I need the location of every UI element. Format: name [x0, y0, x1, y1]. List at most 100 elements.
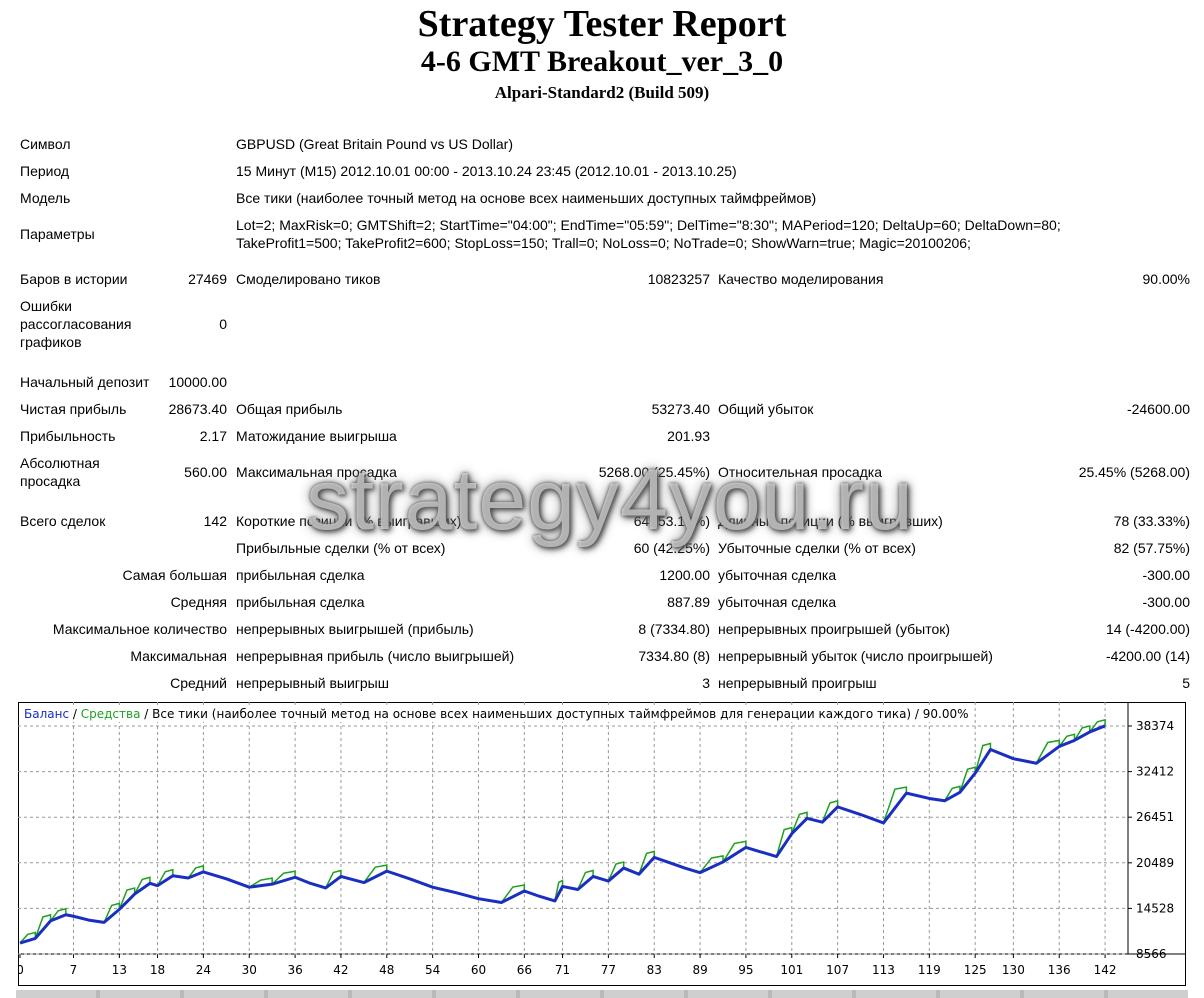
total-trades-value: 142 [203, 513, 227, 529]
y-tick-label: 26451 [1136, 810, 1174, 824]
errors-value: 0 [219, 316, 227, 332]
rel-drawdown-label: Относительная просадка [718, 464, 882, 480]
x-tick-label: 60 [471, 963, 486, 977]
profit-trades-label: Прибыльные сделки (% от всех) [236, 540, 446, 556]
x-tick-label: 7 [70, 963, 78, 977]
largest-profit-label: прибыльная сделка [236, 567, 365, 583]
largest-profit-value: 1200.00 [659, 567, 710, 583]
x-tick-label: 77 [601, 963, 616, 977]
period-label: Период [20, 163, 70, 179]
x-tick-label: 89 [692, 963, 707, 977]
errors-label: Ошибки рассогласования графиков [20, 298, 132, 350]
x-tick-label: 54 [425, 963, 440, 977]
quality-value: 90.00% [1142, 271, 1190, 287]
maximal-loss-value: -4200.00 (14) [1105, 648, 1190, 664]
long-positions-label: Длинные позиции (% выигравших) [718, 513, 943, 529]
balance-chart: 0 7 13 18 24 30 36 42 48 54 60 66 71 77 83 89 95 101 107 11… [18, 702, 1186, 986]
chart-caption: Баланс / Средства / Все тики (наиболее т… [24, 706, 969, 722]
average-loss-label: убыточная сделка [718, 594, 837, 610]
balance-chart-svg: 0 7 13 18 24 30 36 42 48 54 60 66 71 77 83 89 95 101 107 11… [18, 702, 1186, 986]
x-tick-label: 24 [196, 963, 211, 977]
symbol-value: GBPUSD (Great Britain Pound vs US Dollar… [236, 136, 513, 152]
profit-trades-value: 60 (42.25%) [633, 540, 710, 556]
bars-value: 27469 [188, 271, 227, 287]
x-tick-label: 113 [872, 963, 895, 977]
gross-profit-label: Общая прибыль [236, 401, 343, 417]
legend-description: / Все тики (наиболее точный метод на осн… [140, 707, 969, 721]
x-tick-label: 36 [287, 963, 302, 977]
largest-loss-value: -300.00 [1142, 567, 1190, 583]
model-label: Модель [20, 190, 71, 206]
max-count-wins-label: непрерывных выигрышей (прибыль) [236, 621, 474, 637]
symbol-label: Символ [20, 136, 71, 152]
y-tick-label: 38374 [1136, 719, 1174, 733]
server-build: Alpari-Standard2 (Build 509) [494, 83, 710, 102]
x-tick-label: 48 [379, 963, 394, 977]
params-line-2: TakeProfit1=500; TakeProfit2=600; StopLo… [236, 235, 971, 251]
abs-drawdown-value: 560.00 [184, 464, 227, 480]
avg-consecutive-losses-value: 5 [1182, 675, 1190, 691]
avg-consecutive-label: Средний [170, 675, 227, 691]
average-profit-label: прибыльная сделка [236, 594, 365, 610]
params-label: Параметры [20, 226, 95, 242]
short-positions-value: 64 (53.13%) [633, 513, 710, 529]
maximal-profit-label: непрерывная прибыль (число выигрышей) [236, 648, 515, 664]
abs-drawdown-label: Абсолютная просадка [20, 455, 100, 489]
profit-factor-label: Прибыльность [20, 428, 116, 444]
x-tick-label: 30 [242, 963, 257, 977]
x-tick-label: 0 [18, 963, 24, 977]
expert-name: 4-6 GMT Breakout_ver_3_0 [420, 45, 784, 78]
deposit-value: 10000.00 [168, 374, 227, 390]
legend-separator: / [69, 707, 81, 721]
long-positions-value: 78 (33.33%) [1113, 513, 1190, 529]
gross-loss-label: Общий убыток [718, 401, 814, 417]
params-line-1: Lot=2; MaxRisk=0; GMTShift=2; StartTime=… [236, 217, 1061, 233]
loss-trades-value: 82 (57.75%) [1113, 540, 1190, 556]
avg-consecutive-wins-value: 3 [702, 675, 710, 691]
rel-drawdown-value: 25.45% (5268.00) [1078, 464, 1190, 480]
y-tick-label: 8566 [1136, 947, 1167, 961]
chart-frame [18, 702, 1186, 986]
gross-loss-value: -24600.00 [1126, 401, 1190, 417]
ticks-label: Смоделировано тиков [236, 271, 381, 287]
profit-factor-value: 2.17 [199, 428, 227, 444]
total-trades-label: Всего сделок [20, 513, 106, 529]
legend-equity: Средства [80, 707, 141, 721]
average-loss-value: -300.00 [1142, 594, 1190, 610]
max-count-wins-value: 8 (7334.80) [638, 621, 710, 637]
avg-consecutive-wins-label: непрерывный выигрыш [236, 675, 389, 691]
average-profit-value: 887.89 [667, 594, 710, 610]
report-title: Strategy Tester Report [417, 3, 787, 45]
quality-label: Качество моделирования [718, 271, 884, 287]
deposit-label: Начальный депозит [20, 374, 150, 390]
bars-label: Баров в истории [20, 271, 128, 287]
max-count-losses-value: 14 (-4200.00) [1105, 621, 1190, 637]
x-tick-label: 13 [112, 963, 127, 977]
y-tick-label: 32412 [1136, 765, 1174, 779]
x-tick-label: 142 [1094, 963, 1117, 977]
short-positions-label: Короткие позиции (% выигравших) [236, 513, 462, 529]
x-tick-label: 66 [517, 963, 532, 977]
legend-balance: Баланс [24, 707, 70, 721]
period-value: 15 Минут (M15) 2012.10.01 00:00 - 2013.1… [236, 163, 737, 179]
largest-loss-label: убыточная сделка [718, 567, 837, 583]
net-profit-value: 28673.40 [168, 401, 227, 417]
max-count-losses-label: непрерывных проигрышей (убыток) [718, 621, 951, 637]
x-tick-label: 130 [1002, 963, 1025, 977]
max-drawdown-label: Максимальная просадка [236, 464, 397, 480]
ticks-value: 10823257 [647, 271, 710, 287]
net-profit-label: Чистая прибыль [20, 401, 127, 417]
y-tick-label: 14528 [1136, 901, 1174, 915]
x-tick-label: 119 [918, 963, 941, 977]
maximal-loss-label: непрерывный убыток (число проигрышей) [718, 648, 993, 664]
x-tick-label: 83 [647, 963, 662, 977]
x-tick-label: 42 [333, 963, 348, 977]
x-tick-label: 107 [826, 963, 849, 977]
x-tick-label: 136 [1048, 963, 1071, 977]
payoff-label: Матожидание выигрыша [236, 428, 397, 444]
model-value: Все тики (наиболее точный метод на основ… [236, 190, 817, 206]
max-drawdown-value: 5268.00 (25.45%) [598, 464, 710, 480]
x-tick-label: 18 [150, 963, 165, 977]
max-count-label: Максимальное количество [52, 621, 227, 637]
x-tick-label: 71 [555, 963, 570, 977]
